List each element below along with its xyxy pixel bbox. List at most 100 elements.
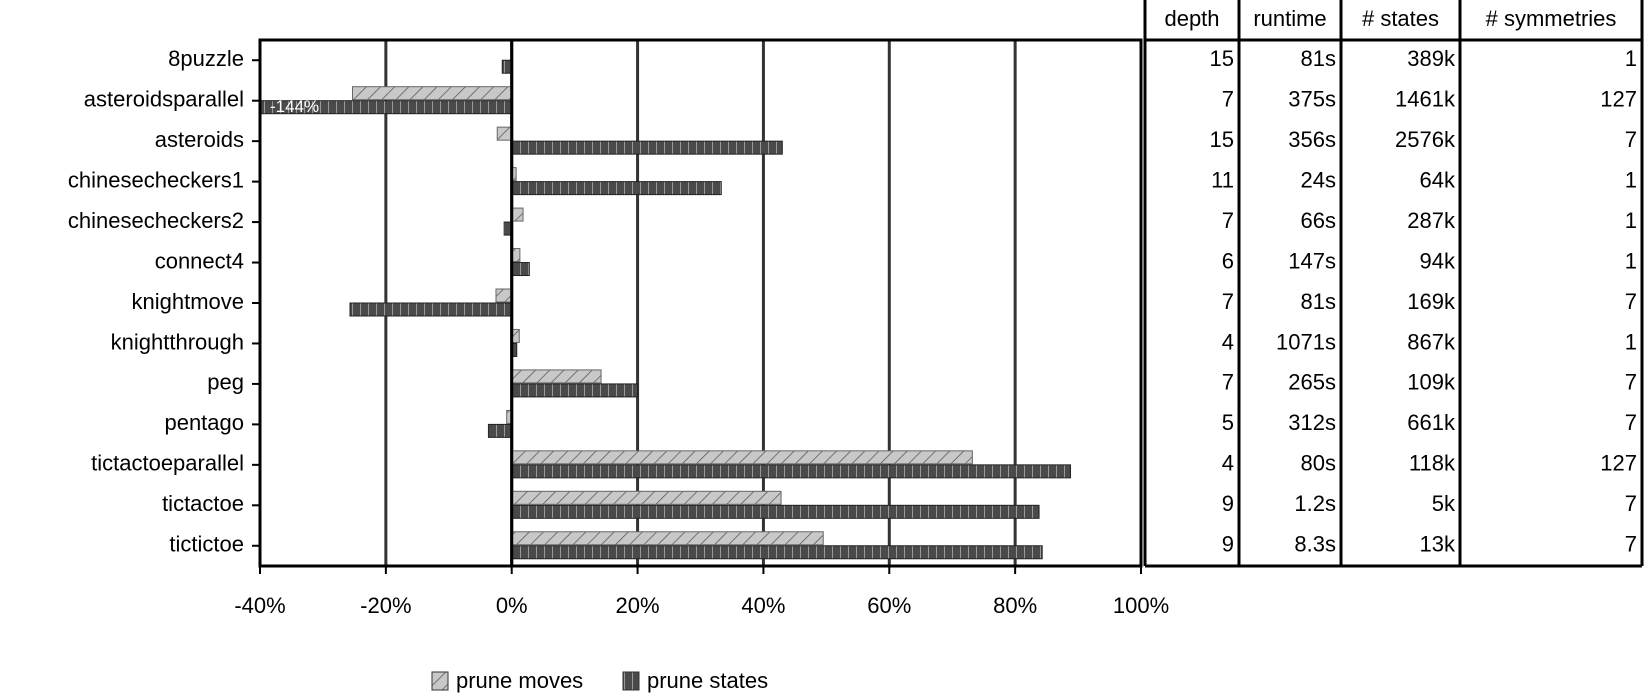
bar bbox=[511, 262, 530, 277]
x-tick-label: -40% bbox=[234, 593, 285, 618]
table-header: # symmetries bbox=[1486, 6, 1617, 31]
bar bbox=[511, 545, 1043, 560]
table-cell: 64k bbox=[1420, 167, 1456, 192]
x-tick-label: 100% bbox=[1113, 593, 1169, 618]
table-cell: 7 bbox=[1625, 370, 1637, 395]
y-tick-label: connect4 bbox=[155, 248, 244, 273]
table-cell: 7 bbox=[1625, 491, 1637, 516]
bar bbox=[511, 383, 639, 398]
bar bbox=[511, 490, 782, 505]
value-label: -144% bbox=[270, 97, 319, 116]
table-header: runtime bbox=[1253, 6, 1326, 31]
bar bbox=[496, 126, 513, 141]
table-cell: 4 bbox=[1222, 329, 1234, 354]
table-cell: 94k bbox=[1420, 248, 1456, 273]
x-tick-label: 40% bbox=[741, 593, 785, 618]
table-cell: 9 bbox=[1222, 532, 1234, 557]
table-cell: 1 bbox=[1625, 46, 1637, 71]
bar bbox=[511, 504, 1040, 519]
table-cell: 127 bbox=[1600, 87, 1637, 112]
bar bbox=[352, 86, 513, 101]
table-cell: 109k bbox=[1407, 370, 1456, 395]
table-cell: 24s bbox=[1301, 167, 1336, 192]
plot-area bbox=[260, 59, 1072, 560]
table-cell: 4 bbox=[1222, 451, 1234, 476]
table-cell: 81s bbox=[1301, 289, 1336, 314]
y-tick-label: asteroidsparallel bbox=[84, 87, 244, 112]
table-cell: 5 bbox=[1222, 410, 1234, 435]
x-tick-label: 80% bbox=[993, 593, 1037, 618]
bar bbox=[511, 369, 602, 384]
y-tick-label: knightthrough bbox=[111, 329, 244, 354]
table-cell: 7 bbox=[1625, 532, 1637, 557]
table-cell: 1461k bbox=[1395, 87, 1456, 112]
table-header: # states bbox=[1362, 6, 1439, 31]
table-cell: 312s bbox=[1288, 410, 1336, 435]
table-cell: 661k bbox=[1407, 410, 1456, 435]
table-cell: 1.2s bbox=[1294, 491, 1336, 516]
table-cell: 287k bbox=[1407, 208, 1456, 233]
table-cell: 6 bbox=[1222, 248, 1234, 273]
table-cell: 15 bbox=[1210, 46, 1234, 71]
bar bbox=[511, 450, 973, 465]
y-tick-label: knightmove bbox=[131, 289, 244, 314]
plot-frame bbox=[258, 38, 1143, 568]
table-cell: 7 bbox=[1222, 289, 1234, 314]
y-tick-label: tictictoe bbox=[169, 532, 244, 557]
y-tick-label: tictactoe bbox=[162, 491, 244, 516]
bar bbox=[487, 423, 513, 438]
y-tick-label: peg bbox=[207, 370, 244, 395]
legend-swatch bbox=[431, 671, 449, 691]
table-cell: 9 bbox=[1222, 491, 1234, 516]
y-tick-label: pentago bbox=[164, 410, 244, 435]
table-cell: 7 bbox=[1625, 410, 1637, 435]
table-cell: 127 bbox=[1600, 451, 1637, 476]
table-cell: 7 bbox=[1625, 289, 1637, 314]
x-tick-label: 0% bbox=[496, 593, 528, 618]
y-tick-label: chinesecheckers1 bbox=[68, 167, 244, 192]
legend-label: prune moves bbox=[456, 668, 583, 693]
bar bbox=[495, 288, 513, 303]
y-tick-label: tictactoeparallel bbox=[91, 451, 244, 476]
bar bbox=[511, 140, 783, 155]
bar bbox=[511, 207, 524, 222]
table-cell: 147s bbox=[1288, 248, 1336, 273]
table-cell: 80s bbox=[1301, 451, 1336, 476]
y-tick-label: 8puzzle bbox=[168, 46, 244, 71]
x-tick-label: 60% bbox=[867, 593, 911, 618]
table-cell: 1 bbox=[1625, 248, 1637, 273]
table-cell: 5k bbox=[1432, 491, 1456, 516]
table-cell: 81s bbox=[1301, 46, 1336, 71]
table-cell: 265s bbox=[1288, 370, 1336, 395]
table-cell: 2576k bbox=[1395, 127, 1456, 152]
table-cell: 1 bbox=[1625, 208, 1637, 233]
table-cell: 7 bbox=[1222, 87, 1234, 112]
table-cell: 8.3s bbox=[1294, 532, 1336, 557]
table-cell: 375s bbox=[1288, 87, 1336, 112]
y-tick-label: asteroids bbox=[155, 127, 244, 152]
table-cell: 11 bbox=[1211, 167, 1234, 192]
bar bbox=[260, 100, 513, 115]
table-cell: 118k bbox=[1409, 451, 1456, 476]
x-tick-label: -20% bbox=[360, 593, 411, 618]
table-cell: 389k bbox=[1407, 46, 1456, 71]
table-cell: 1 bbox=[1625, 329, 1637, 354]
bar bbox=[349, 302, 513, 317]
legend-label: prune states bbox=[647, 668, 768, 693]
table-cell: 356s bbox=[1288, 127, 1336, 152]
bar bbox=[511, 464, 1072, 479]
table-cell: 7 bbox=[1222, 208, 1234, 233]
legend-swatch bbox=[622, 671, 640, 691]
table-cell: 13k bbox=[1420, 532, 1456, 557]
table-cell: 7 bbox=[1222, 370, 1234, 395]
table-cell: 1 bbox=[1625, 167, 1637, 192]
table-header: depth bbox=[1164, 6, 1219, 31]
table-cell: 867k bbox=[1407, 329, 1456, 354]
table-cell: 15 bbox=[1210, 127, 1234, 152]
table-cell: 1071s bbox=[1276, 329, 1336, 354]
y-tick-label: chinesecheckers2 bbox=[68, 208, 244, 233]
bar bbox=[511, 531, 824, 546]
table-cell: 7 bbox=[1625, 127, 1637, 152]
table-cell: 169k bbox=[1407, 289, 1456, 314]
